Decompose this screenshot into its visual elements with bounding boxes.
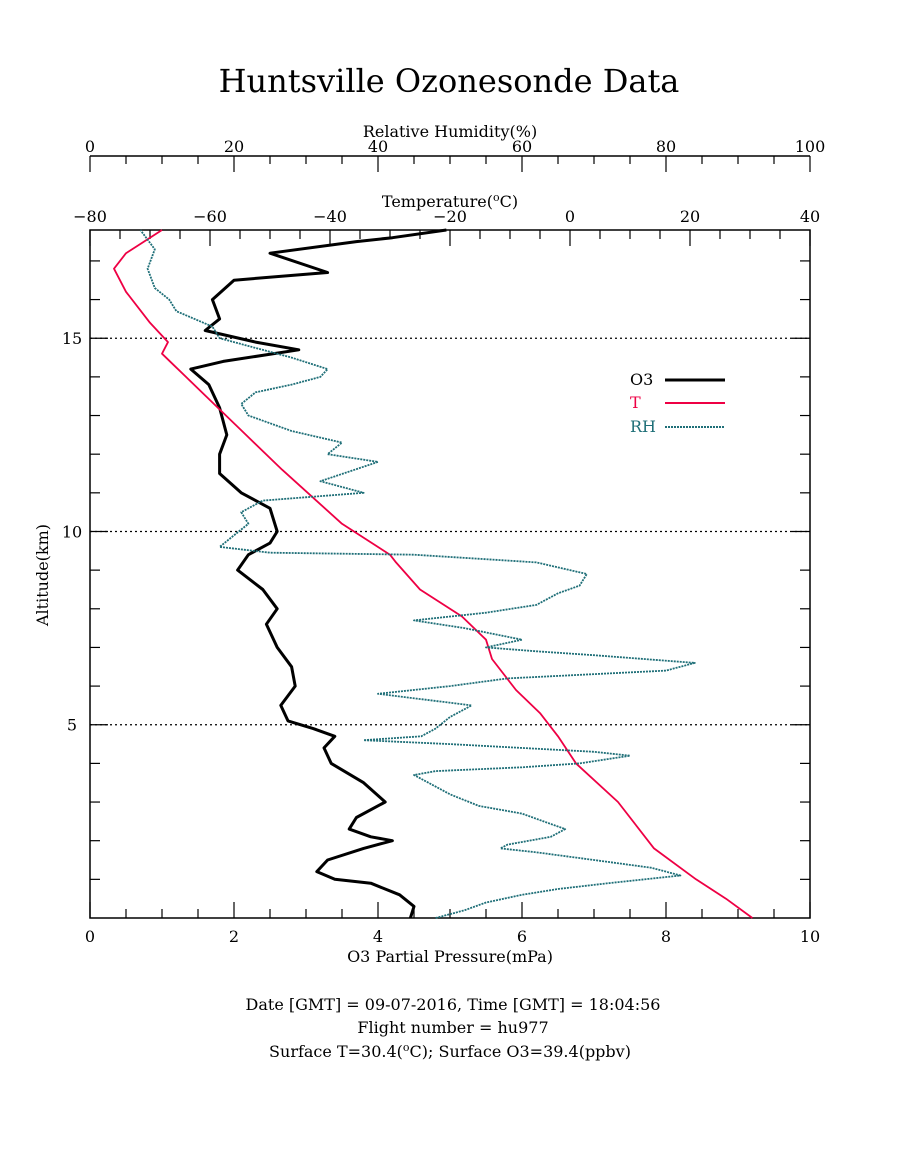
axis-ticks	[89, 230, 811, 918]
legend: O3 T RH	[630, 370, 725, 436]
temperature-axis-label-text: Temperature(	[382, 192, 493, 211]
o3-tick-label: 2	[229, 927, 239, 946]
gridlines	[90, 337, 810, 726]
footer-surface-text-2: C); Surface O3=39.4(ppbv)	[410, 1042, 631, 1061]
temperature-tick-label: 40	[800, 207, 820, 226]
footer-surface-text-1: Surface T=30.4(	[269, 1042, 403, 1061]
legend-label-o3: O3	[630, 370, 653, 389]
altitude-tick-label: 5	[67, 716, 77, 735]
temperature-axis-label-end: C)	[500, 192, 518, 211]
altitude-tick-label: 15	[62, 329, 82, 348]
temperature-tick-label: −60	[193, 207, 227, 226]
plot-frame	[89, 229, 811, 919]
legend-label-rh: RH	[630, 417, 656, 436]
o3-tick-label: 6	[517, 927, 527, 946]
temperature-axis-label: Temperature(oC)	[382, 191, 518, 211]
footer-surface-sup: o	[403, 1041, 410, 1054]
humidity-tick-label: 0	[85, 137, 95, 156]
footer-surface-values: Surface T=30.4(oC); Surface O3=39.4(ppbv…	[269, 1041, 631, 1061]
humidity-tick-label: 40	[368, 137, 388, 156]
y-axis-label: Altitude(km)	[33, 524, 52, 627]
series-o3-line	[189, 228, 447, 919]
temperature-tick-label: −20	[433, 207, 467, 226]
temperature-axis-label-sup: o	[493, 191, 500, 204]
altitude-tick-label: 10	[62, 522, 82, 541]
humidity-tick-label: 60	[512, 137, 532, 156]
o3-tick-label: 8	[661, 927, 671, 946]
humidity-axis	[89, 155, 811, 172]
data-series	[113, 228, 753, 919]
o3-tick-label: 10	[800, 927, 820, 946]
o3-tick-label: 4	[373, 927, 383, 946]
legend-label-t: T	[630, 393, 641, 412]
x-axis-label: O3 Partial Pressure(mPa)	[347, 947, 553, 966]
temperature-tick-label: −80	[73, 207, 107, 226]
humidity-tick-label: 80	[656, 137, 676, 156]
humidity-tick-label: 20	[224, 137, 244, 156]
humidity-axis-label: Relative Humidity(%)	[363, 122, 537, 141]
chart-title: Huntsville Ozonesonde Data	[219, 62, 680, 100]
footer-date-time: Date [GMT] = 09-07-2016, Time [GMT] = 18…	[246, 995, 661, 1014]
temperature-tick-label: 20	[680, 207, 700, 226]
footer-flight-number: Flight number = hu977	[357, 1018, 548, 1037]
series-rh-line	[139, 229, 696, 919]
temperature-tick-label: −40	[313, 207, 347, 226]
o3-tick-label: 0	[85, 927, 95, 946]
temperature-tick-label: 0	[565, 207, 575, 226]
axis-tick-labels: 0 20 40 60 80 100 −80 −60 −40 −20 0 20 40 0 2 4 6 8 10 5 10 1…	[62, 137, 825, 946]
humidity-tick-label: 100	[795, 137, 826, 156]
series-t-line	[113, 229, 753, 919]
